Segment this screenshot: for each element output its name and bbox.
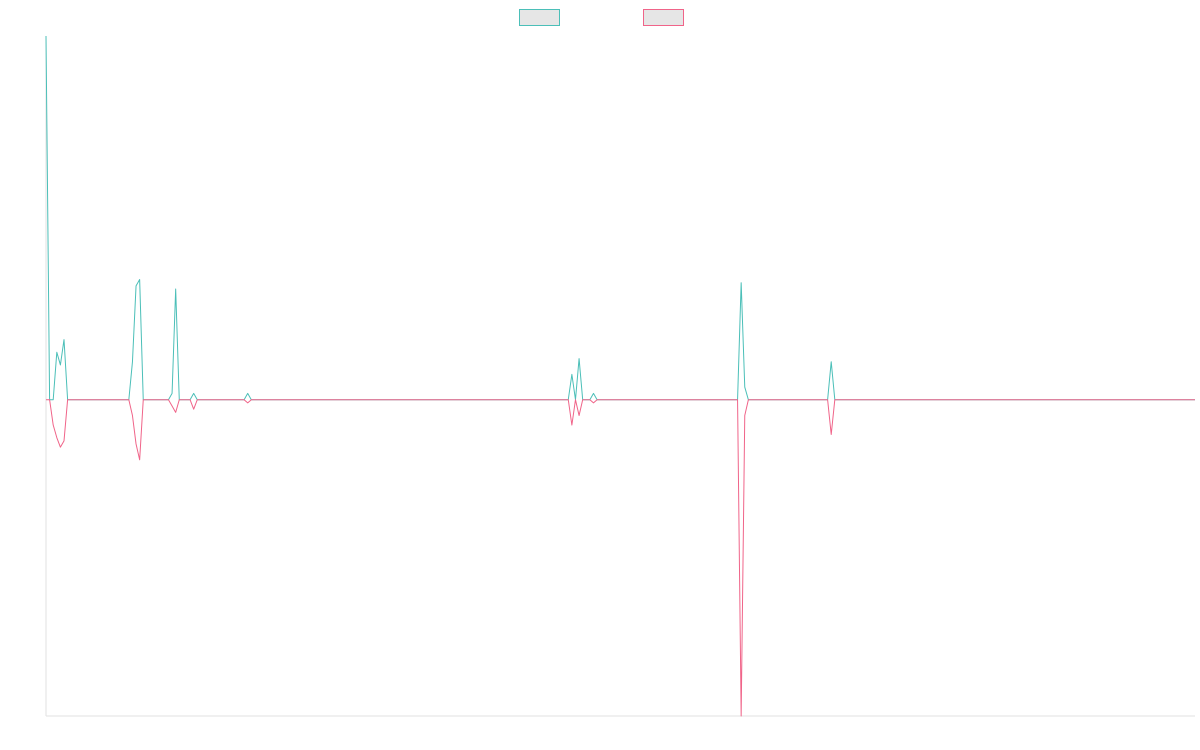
series-line-2 (46, 399, 1195, 717)
legend-swatch-2 (643, 9, 684, 26)
series-line-1 (45, 35, 1195, 401)
legend-swatch-1 (519, 9, 560, 26)
